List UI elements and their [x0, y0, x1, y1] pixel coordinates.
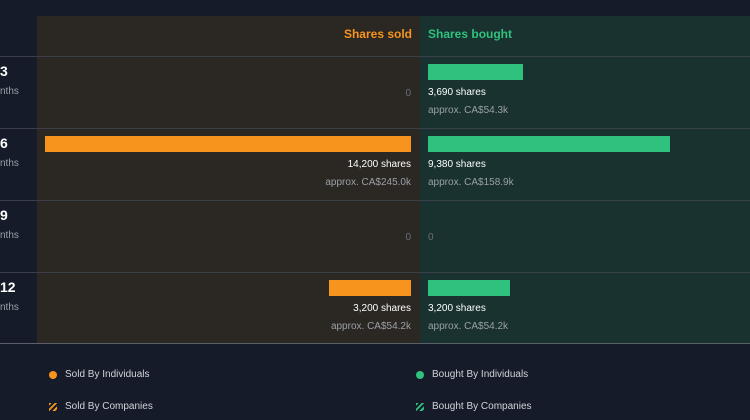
bought-value-label: approx. CA$54.2k	[428, 321, 509, 332]
sold-shares-label: 3,200 shares	[353, 303, 411, 314]
row-period-label: 9	[0, 207, 8, 223]
sold-bar	[329, 280, 411, 296]
legend-item: Bought By Individuals	[416, 369, 528, 380]
row-period-sublabel: nths	[0, 302, 19, 313]
row-period-sublabel: nths	[0, 230, 19, 241]
bought-shares-label: 3,690 shares	[428, 87, 486, 98]
chart-row: 9 nths 0 0	[0, 200, 750, 272]
bought-shares-label: 3,200 shares	[428, 303, 486, 314]
sold-bar	[45, 136, 411, 152]
row-divider	[0, 56, 750, 57]
chart-bottom-divider	[0, 343, 750, 344]
legend-stripe-icon	[49, 402, 57, 411]
bought-value-label: approx. CA$54.3k	[428, 105, 509, 116]
legend-label: Sold By Companies	[65, 401, 153, 412]
row-period-label: 3	[0, 63, 8, 79]
chart-row: 12 nths 3,200 shares approx. CA$54.2k 3,200 …	[0, 272, 750, 344]
shares-sold-header: Shares sold	[343, 27, 412, 41]
legend-label: Sold By Individuals	[65, 369, 150, 380]
bought-zero-label: 0	[428, 232, 434, 243]
bought-shares-label: 9,380 shares	[428, 159, 486, 170]
row-period-label: 6	[0, 135, 8, 151]
sold-zero-label: 0	[405, 88, 411, 99]
row-period-sublabel: nths	[0, 86, 19, 97]
row-period-sublabel: nths	[0, 158, 19, 169]
row-divider	[0, 272, 750, 273]
chart-row: 6 nths 14,200 shares approx. CA$245.0k 9,380…	[0, 128, 750, 200]
row-divider	[0, 128, 750, 129]
bought-bar	[428, 136, 670, 152]
chart-row: 3 nths 0 3,690 shares approx. CA$54.3k	[0, 56, 750, 128]
sold-value-label: approx. CA$54.2k	[330, 321, 411, 332]
legend-item: Bought By Companies	[416, 401, 532, 412]
legend-item: Sold By Companies	[49, 401, 153, 412]
legend-label: Bought By Companies	[432, 401, 532, 412]
insider-trading-chart: Shares sold Shares bought 3 nths 0 3,690 sh…	[0, 16, 750, 344]
sold-zero-label: 0	[405, 232, 411, 243]
shares-bought-header: Shares bought	[428, 27, 513, 41]
bought-bar	[428, 64, 523, 80]
row-divider	[0, 200, 750, 201]
row-period-label: 12	[0, 279, 16, 295]
legend-item: Sold By Individuals	[49, 369, 150, 380]
sold-value-label: approx. CA$245.0k	[325, 177, 411, 188]
legend-dot-icon	[49, 370, 57, 379]
legend-stripe-icon	[416, 402, 424, 411]
sold-shares-label: 14,200 shares	[347, 159, 411, 170]
legend-dot-icon	[416, 370, 424, 379]
bought-bar	[428, 280, 510, 296]
bought-value-label: approx. CA$158.9k	[428, 177, 514, 188]
legend-label: Bought By Individuals	[432, 369, 529, 380]
